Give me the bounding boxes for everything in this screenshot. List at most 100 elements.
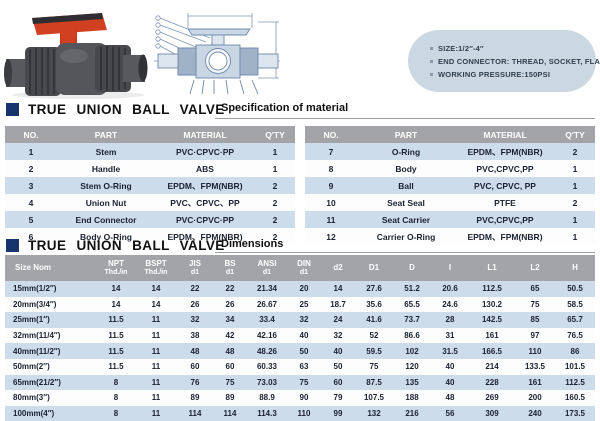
table-cell: 11.5 [97,358,135,375]
table-cell: 1 [255,143,295,160]
table-cell: O-Ring [357,143,455,160]
table-cell: 51.2 [393,281,431,297]
table-cell: 173.5 [555,405,595,421]
table-cell: PVC,CPVC,PP [455,211,555,228]
table-cell: 40 [431,374,469,391]
table-row: 20mm(3/4″) 14 14 26 26 26.67 25 18.7 35.6 65.5 24.… [5,296,595,313]
table-cell: 22 [213,281,247,297]
table-cell: 269 [469,390,515,406]
table-cell: PVC,CPVC,PP [455,160,555,177]
table-cell: Ball [357,177,455,194]
table-row: 5 End Connector PVC·CPVC·PP 2 [5,211,295,228]
table-cell: Seat Carrier [357,211,455,228]
table-cell: 75 [515,296,555,313]
table-cell: 25mm(1″) [5,312,97,328]
section-dimensions-heading: TRUE UNION BALL VALVE Dimensions [6,237,595,253]
section-marker-square [6,102,19,116]
table-cell: 42.16 [247,327,287,344]
table-cell: 11 [305,211,357,228]
table-cell: 11.5 [97,312,135,328]
table-cell: Stem [57,143,155,160]
table-row: 8 Body PVC,CPVC,PP 1 [305,160,595,177]
table-cell: 2 [255,211,295,228]
table-cell: 102 [393,343,431,359]
table-cell: Seat Seal [357,194,455,211]
table-cell: 11.5 [97,327,135,344]
table-cell: 59.5 [355,343,393,359]
ball-valve-photo-graphic [4,13,148,99]
column-header: NPT Thd./in [97,255,135,281]
table-cell: 87.5 [355,374,393,391]
table-cell: 48.26 [247,343,287,359]
section-subtitle: Specification of material [221,102,349,114]
table-cell: 1 [555,160,595,177]
table-cell: 107.5 [355,390,393,406]
table-row: 1 Stem PVC·CPVC·PP 1 [5,143,295,160]
table-cell: 85 [515,312,555,328]
table-cell: Body O-Ring [57,228,155,245]
table-cell: 20.6 [431,281,469,297]
table-cell: 160.5 [555,390,595,406]
table-row: 32mm(11/4″) 11.5 11 38 42 42.16 40 32 52 86.6 31 16… [5,327,595,344]
column-header: NO. [305,126,357,143]
table-cell: PTFE [455,194,555,211]
table-cell: 42 [213,327,247,344]
table-cell: 11 [135,343,177,359]
table-cell: 200 [515,390,555,406]
table-cell: 75 [287,374,321,391]
table-cell: 114 [177,405,213,421]
table-cell: 26 [213,296,247,313]
table-cell: 135 [393,374,431,391]
table-cell: 50 [321,358,355,375]
table-cell: 10 [305,194,357,211]
table-cell: 28 [431,312,469,328]
section-title: TRUE UNION BALL VALVE [28,237,225,253]
table-row: 25mm(1″) 11.5 11 32 34 33.4 32 24 41.6 73.7 28 142.… [5,312,595,328]
table-cell: 50 [287,343,321,359]
column-header: L1 [469,255,515,281]
table-cell: Body [357,160,455,177]
table-row: 100mm(4″) 8 11 114 114 114.3 110 99 132 216 56 309 2… [5,405,595,421]
dimensions-table: Size Nom NPT Thd./in BSPT Thd./in JIS d1 BS d1 AN… [5,255,595,421]
table-cell: 214 [469,358,515,375]
table-cell: 1 [255,160,295,177]
column-header: I [431,255,469,281]
table-cell: 11.5 [97,343,135,359]
table-cell: 228 [469,374,515,391]
bullet-square-icon [430,59,433,63]
table-cell: 142.5 [469,312,515,328]
table-cell: Stem O-Ring [57,177,155,194]
table-cell: 86.6 [393,327,431,344]
table-cell: 8 [305,160,357,177]
table-row: 80mm(3″) 8 11 89 89 88.9 90 79 107.5 188 48 269 200 1… [5,390,595,406]
table-cell: 11 [135,390,177,406]
table-cell: 40mm(11/2″) [5,343,97,359]
column-header: NO. [5,126,57,143]
info-item-size: SIZE:1/2″-4″ [430,44,596,53]
column-header: BSPT Thd./in [135,255,177,281]
table-cell: 11 [135,327,177,344]
table-header-row: NO. PART MATERIAL Q'TY [5,126,295,143]
table-cell: 101.5 [555,358,595,375]
table-cell: 88.9 [247,390,287,406]
table-cell: 76 [177,374,213,391]
valve-product-photo [2,4,152,100]
table-cell: 1 [555,228,595,245]
table-cell: 80mm(3″) [5,390,97,406]
table-cell: 65 [515,281,555,297]
table-cell: 26.67 [247,296,287,313]
table-cell: 33.4 [247,312,287,328]
table-cell: 79 [321,390,355,406]
table-cell: 110 [515,343,555,359]
column-header: D [393,255,431,281]
table-cell: 21.34 [247,281,287,297]
table-cell: 27.6 [355,281,393,297]
table-cell: 65mm(21/2″) [5,374,97,391]
info-item-end-connector: END CONNECTOR: THREAD, SOCKET, FLANGE [430,57,600,66]
table-cell: 8 [97,405,135,421]
table-cell: PVC、CPVC、PP [155,194,255,211]
table-cell: 11 [135,374,177,391]
table-cell: 60 [177,358,213,375]
section-materials-heading: TRUE UNION BALL VALVE Specification of m… [6,101,595,117]
table-cell: 35.6 [355,296,393,313]
